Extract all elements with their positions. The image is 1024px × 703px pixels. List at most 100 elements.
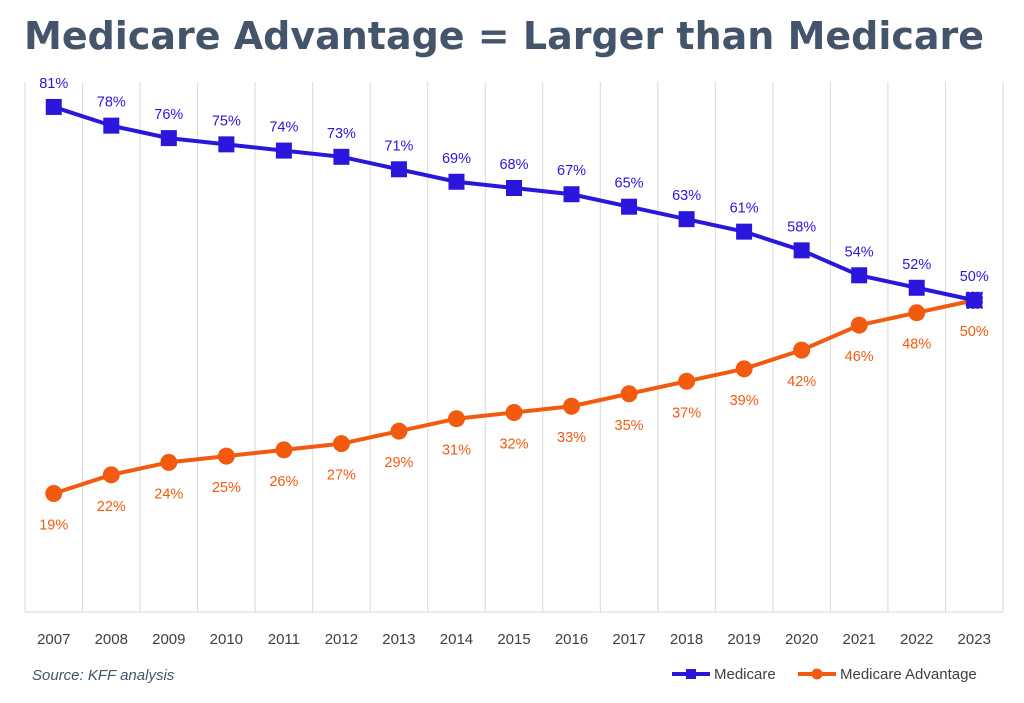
data-label: 76% [154,107,183,123]
data-point-square [965,291,983,309]
data-label: 19% [39,518,68,534]
data-label: 71% [384,138,413,154]
data-point-circle [447,410,465,428]
data-label: 22% [97,499,126,515]
legend-item-medicare-advantage: Medicare Advantage [798,666,977,683]
x-tick-label: 2009 [152,631,185,648]
data-point-circle [160,453,178,471]
data-point-circle [217,447,235,465]
x-tick-label: 2007 [37,631,70,648]
data-point-circle [850,316,868,334]
data-label: 32% [499,436,528,452]
x-tick-label: 2011 [268,631,300,648]
data-point-square [563,186,580,203]
legend-square-marker [686,669,696,679]
x-tick-label: 2018 [670,631,703,648]
legend-circle-marker [811,668,823,680]
data-label: 75% [212,113,241,129]
x-axis: 2007 2008 2009 2010 2011 2012 2013 2014 2015 2016… [25,611,1003,648]
data-label: 65% [615,176,644,192]
data-point-square [793,242,810,259]
data-point-square [390,161,407,178]
x-tick-label: 2008 [95,631,128,648]
data-point-square [506,180,522,196]
data-labels: 19% 22% 24% 25% 26% 27% 29% 31% 32% 33% 35% 37% 39% 4… [39,76,989,534]
data-label: 78% [97,95,126,111]
legend-label: Medicare [714,666,776,683]
series-lines [45,98,983,503]
data-label: 27% [327,468,356,484]
data-label: 67% [557,163,586,179]
series-line [53,298,975,496]
legend: Medicare Medicare Advantage [672,666,977,683]
data-point-square [333,148,350,165]
x-tick-label: 2013 [382,631,415,648]
x-tick-label: 2019 [727,631,760,648]
data-label: 58% [787,219,816,235]
data-point-square [621,198,638,215]
source-note: Source: KFF analysis [32,667,175,684]
chart-title: Medicare Advantage = Larger than Medicar… [24,14,985,58]
data-label: 69% [442,151,471,167]
data-label: 31% [442,443,471,459]
data-point-circle [735,360,753,378]
data-point-circle [793,341,811,359]
data-label: 25% [212,480,241,496]
data-label: 37% [672,405,701,421]
series-medicare [45,98,983,309]
legend-label: Medicare Advantage [840,666,977,683]
x-tick-label: 2021 [842,631,875,648]
data-point-square [851,267,868,284]
series-medicare-advantage [45,291,983,503]
data-point-circle [332,435,350,453]
data-label: 54% [845,244,874,260]
x-tick-label: 2012 [325,631,358,648]
data-label: 24% [154,486,183,502]
series-line [53,105,975,303]
data-label: 74% [269,120,298,136]
data-label: 48% [902,337,931,353]
data-label: 46% [845,349,874,365]
data-point-square [678,211,695,228]
x-tick-label: 2022 [900,631,933,648]
data-label: 61% [730,201,759,217]
data-label: 39% [730,393,759,409]
data-label: 50% [960,324,989,340]
data-point-square [908,279,925,296]
x-tick-label: 2010 [210,631,243,648]
data-point-square [448,173,465,190]
data-label: 52% [902,257,931,273]
data-point-circle [908,304,926,322]
gridlines [24,82,1004,612]
x-tick-label: 2014 [440,631,473,648]
data-label: 26% [269,474,298,490]
data-point-circle [678,372,696,390]
x-tick-label: 2015 [497,631,530,648]
data-label: 42% [787,374,816,390]
x-tick-label: 2017 [612,631,645,648]
data-label: 29% [384,455,413,471]
data-point-circle [505,403,523,421]
data-point-square [275,142,292,159]
data-point-square [160,130,177,147]
data-point-square [45,98,62,115]
data-label: 63% [672,188,701,204]
data-point-circle [620,385,638,403]
data-label: 35% [615,418,644,434]
data-point-circle [390,422,408,440]
x-tick-label: 2020 [785,631,818,648]
data-point-square [218,136,235,153]
data-point-square [103,117,120,134]
data-label: 33% [557,430,586,446]
data-point-circle [275,441,293,459]
x-tick-label: 2023 [958,631,991,648]
data-label: 50% [960,269,989,285]
data-label: 81% [39,76,68,92]
data-label: 68% [499,157,528,173]
data-label: 73% [327,126,356,142]
data-point-circle [45,485,63,503]
legend-item-medicare: Medicare [672,666,776,683]
data-point-circle [102,466,120,484]
x-tick-label: 2016 [555,631,588,648]
